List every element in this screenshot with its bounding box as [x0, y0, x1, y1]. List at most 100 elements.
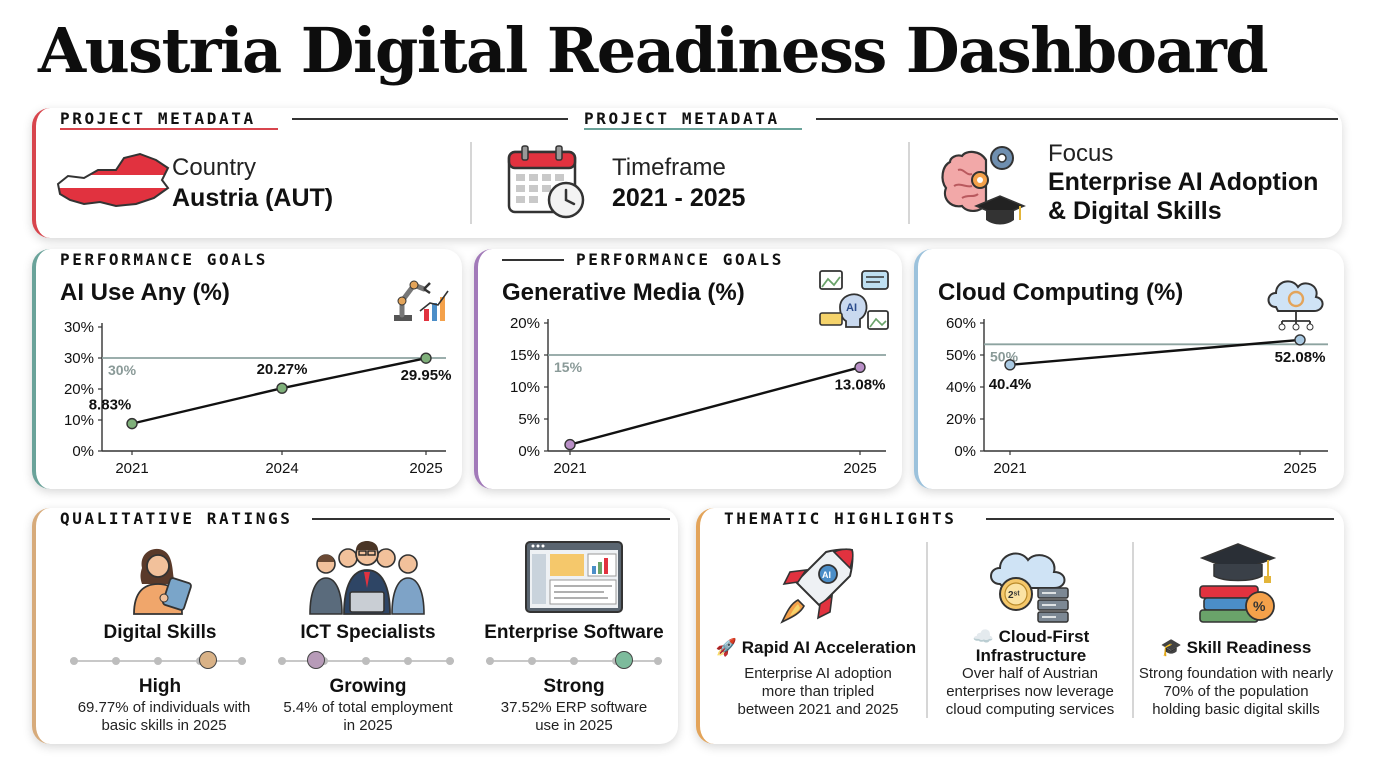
- x-tick-label: 2021: [993, 460, 1026, 477]
- ai-use-line-chart: 0% 10% 20% 30% 30% 30% 2021 2024 2025 8.83% 20.27%…: [64, 319, 452, 477]
- slider-step-dot: [486, 657, 494, 665]
- rating-desc-digital-skills: 69.77% of individuals with basic skills …: [77, 699, 251, 734]
- highlight-title-ai: 🚀 Rapid AI Acceleration: [715, 638, 917, 657]
- qualitative-ratings-card: QUALITATIVE RATINGS Digita: [32, 508, 678, 744]
- timeframe-value: 2021 - 2025: [612, 184, 746, 212]
- data-point: [1294, 334, 1306, 346]
- austria-map-icon: [56, 152, 170, 208]
- data-point: [276, 382, 288, 394]
- y-tick-label: 20%: [64, 381, 94, 398]
- rating-slider-enterprise-software: [486, 651, 662, 669]
- project-metadata-card: PROJECT METADATA PROJECT METADATA Countr…: [32, 108, 1342, 238]
- y-tick-label: 15%: [510, 347, 540, 364]
- series-line: [569, 366, 861, 446]
- data-point: [564, 438, 576, 451]
- data-label: 8.83%: [89, 397, 132, 414]
- rating-name-ict-specialists: ICT Specialists: [300, 622, 436, 643]
- slider-step-dot: [570, 657, 578, 665]
- page-title: Austria Digital Readiness Dashboard: [38, 14, 1269, 87]
- x-tick-label: 2021: [115, 460, 148, 477]
- data-point: [126, 417, 138, 430]
- highlight-title-skills: 🎓 Skill Readiness: [1160, 638, 1312, 657]
- y-tick-label: 5%: [518, 411, 540, 428]
- rating-level-ict-specialists: Growing: [329, 676, 407, 697]
- chart-title: Cloud Computing (%): [938, 279, 1184, 306]
- focus-value-line1: Enterprise AI Adoption: [1048, 168, 1319, 196]
- highlight-desc-ai: Enterprise AI adoption more than tripled…: [737, 665, 899, 718]
- generative-media-line-chart: 0% 5% 10% 15% 20% 15% 2021 2025 13.08%: [510, 315, 886, 477]
- slider-knob: [615, 651, 634, 669]
- data-point: [1004, 359, 1016, 371]
- slider-step-dot: [112, 657, 120, 665]
- graduation-books-icon: %: [1199, 543, 1277, 623]
- slider-knob: [199, 651, 218, 669]
- ai-head-media-icon: AI: [819, 270, 889, 330]
- enterprise-dashboard-icon: [525, 541, 623, 613]
- rating-level-enterprise-software: Strong: [543, 676, 605, 697]
- y-tick-label: 40%: [946, 379, 976, 396]
- slider-step-dot: [528, 657, 536, 665]
- rating-desc-ict-specialists: 5.4% of total employment in 2025: [283, 699, 453, 734]
- x-tick-label: 2021: [553, 460, 586, 477]
- svg-text:2ˢᵗ: 2ˢᵗ: [1008, 590, 1020, 601]
- x-tick-label: 2025: [409, 460, 442, 477]
- slider-step-dot: [70, 657, 78, 665]
- y-tick-label: 30%: [64, 319, 94, 336]
- slider-step-dot: [154, 657, 162, 665]
- rocket-ai-icon: AI: [780, 548, 854, 624]
- y-tick-label: 0%: [72, 443, 94, 460]
- chart-title: AI Use Any (%): [60, 279, 230, 306]
- section-label-goals-1: PERFORMANCE GOALS: [60, 250, 268, 269]
- svg-text:AI: AI: [822, 570, 831, 580]
- target-label: 15%: [554, 359, 583, 375]
- section-label-ratings: QUALITATIVE RATINGS: [60, 509, 293, 528]
- data-label: 52.08%: [1275, 349, 1326, 366]
- section-label-highlights: THEMATIC HIGHLIGHTS: [724, 509, 957, 528]
- focus-key: Focus: [1048, 140, 1114, 167]
- y-tick-label: 20%: [510, 315, 540, 332]
- target-label: 30%: [108, 362, 137, 378]
- cloud-server-icon: 2ˢᵗ: [990, 552, 1069, 623]
- slider-step-dot: [278, 657, 286, 665]
- y-tick-label: 0%: [518, 443, 540, 460]
- section-label-metadata-right: PROJECT METADATA: [584, 109, 780, 128]
- rating-name-enterprise-software: Enterprise Software: [484, 622, 664, 643]
- data-label: 13.08%: [835, 376, 886, 393]
- person-tablet-icon: [133, 548, 192, 615]
- cloud-sync-icon: [1267, 280, 1324, 331]
- slider-step-dot: [446, 657, 454, 665]
- rating-level-digital-skills: High: [138, 676, 182, 697]
- country-value: Austria (AUT): [172, 184, 334, 212]
- y-tick-label: 10%: [64, 412, 94, 429]
- data-label: 40.4%: [989, 376, 1032, 393]
- y-tick-label: 60%: [946, 315, 976, 332]
- highlight-desc-cloud: Over half of Austrian enterprises now le…: [945, 665, 1115, 718]
- highlight-desc-skills: Strong foundation with nearly 70% of the…: [1138, 665, 1334, 718]
- y-tick-label: 30%: [64, 350, 94, 367]
- slider-step-dot: [654, 657, 662, 665]
- data-point: [420, 352, 432, 364]
- y-tick-label: 20%: [946, 411, 976, 428]
- rating-name-digital-skills: Digital Skills: [103, 622, 217, 643]
- slider-knob: [306, 651, 325, 669]
- rating-slider-digital-skills: [70, 651, 246, 669]
- svg-text:AI: AI: [846, 302, 857, 314]
- country-key: Country: [172, 154, 257, 181]
- y-tick-label: 0%: [954, 443, 976, 460]
- rating-slider-ict-specialists: [278, 651, 454, 669]
- calendar-clock-icon: [507, 145, 585, 219]
- x-tick-label: 2024: [265, 460, 298, 477]
- focus-value-line2: & Digital Skills: [1048, 197, 1222, 225]
- rating-desc-enterprise-software: 37.52% ERP software use in 2025: [500, 699, 648, 734]
- brain-gear-graduation-icon: [941, 146, 1026, 225]
- robot-arm-chart-icon: [394, 280, 449, 321]
- timeframe-key: Timeframe: [612, 154, 726, 181]
- svg-text:%: %: [1253, 598, 1266, 614]
- chart-title: Generative Media (%): [502, 279, 745, 306]
- x-tick-label: 2025: [1283, 460, 1316, 477]
- generative-media-chart-card: PERFORMANCE GOALS Generative Media (%) A…: [474, 249, 902, 489]
- data-label: 20.27%: [257, 361, 308, 378]
- slider-step-dot: [404, 657, 412, 665]
- data-label: 29.95%: [401, 367, 452, 384]
